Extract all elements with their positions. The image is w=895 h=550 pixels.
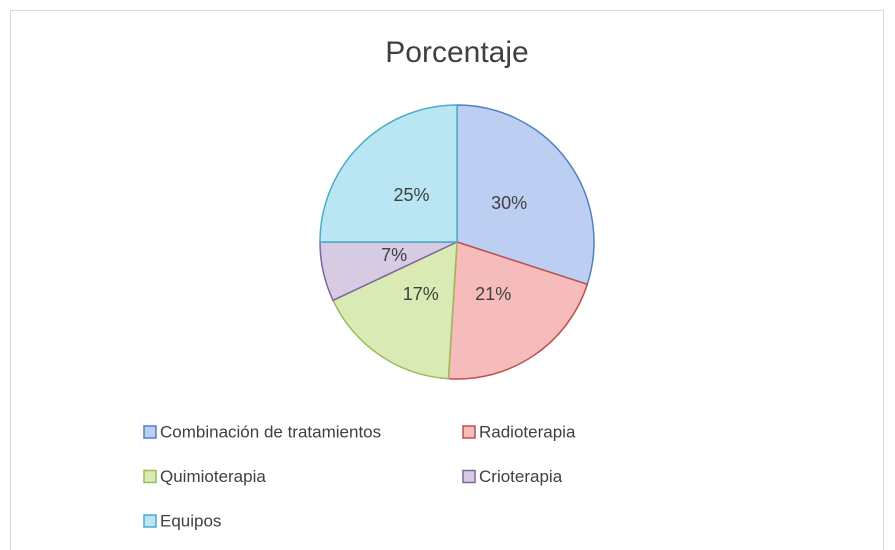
- chart-title: Porcentaje: [385, 36, 528, 69]
- data-label: 17%: [403, 284, 439, 304]
- legend-label: Radioterapia: [479, 422, 576, 441]
- data-label: 30%: [491, 193, 527, 213]
- pie-slice: [319, 104, 458, 243]
- legend-label: Crioterapia: [479, 467, 563, 486]
- data-label: 7%: [381, 245, 407, 265]
- pie-slice: [456, 104, 595, 286]
- legend-swatch: [462, 469, 476, 484]
- legend-swatch: [143, 425, 157, 439]
- legend-swatch: [143, 514, 157, 528]
- pie-slice: [332, 240, 458, 380]
- legend-label: Combinación de tratamientos: [160, 422, 381, 441]
- legend-swatch: [143, 469, 157, 484]
- legend-label: Equipos: [160, 511, 221, 530]
- pie-slice: [447, 240, 589, 380]
- data-label: 21%: [475, 284, 511, 304]
- legend-swatch: [462, 425, 476, 439]
- legend-label: Quimioterapia: [160, 467, 266, 486]
- data-label: 25%: [393, 185, 429, 205]
